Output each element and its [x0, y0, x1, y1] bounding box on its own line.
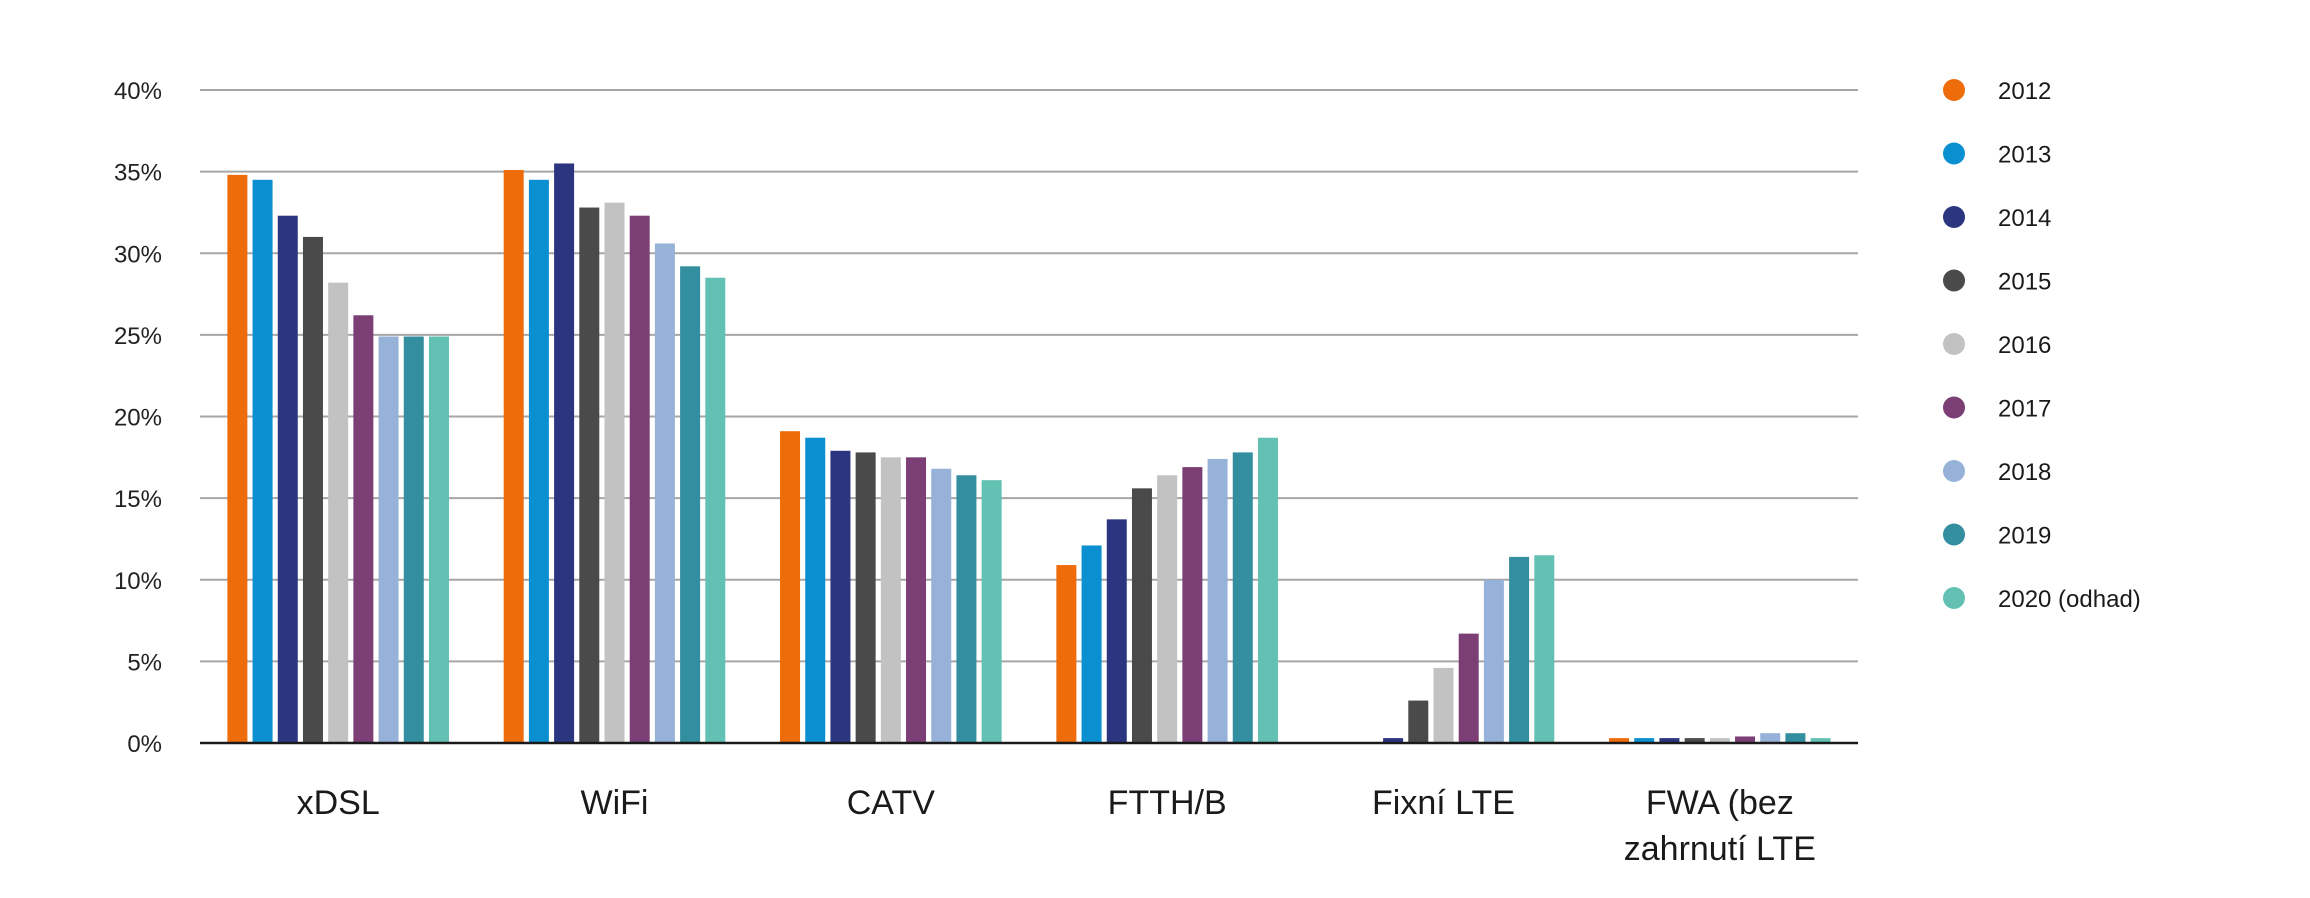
bar	[353, 315, 374, 743]
bar	[252, 179, 273, 744]
category-label: FTTH/B	[1108, 784, 1227, 822]
bars	[227, 163, 1831, 744]
bar	[1182, 467, 1203, 743]
bar	[1383, 738, 1404, 743]
bar	[830, 450, 851, 743]
bar	[1433, 667, 1454, 743]
legend-marker	[1943, 206, 1965, 228]
y-tick-label: 5%	[127, 649, 162, 676]
legend-marker	[1943, 269, 1965, 292]
bar	[705, 277, 726, 743]
bar	[906, 457, 927, 743]
bar	[1207, 458, 1228, 743]
y-tick-label: 15%	[114, 486, 162, 513]
bar	[629, 215, 650, 743]
bar	[1157, 475, 1178, 743]
bar	[1483, 579, 1504, 743]
bar	[1232, 452, 1253, 743]
bar	[528, 179, 549, 744]
bar	[654, 243, 675, 743]
category-labels: xDSL WiFi CATV FTTH/B Fixní LTE FWA (bez zahrn…	[297, 784, 1816, 868]
bar	[1659, 738, 1680, 743]
bar	[1810, 738, 1831, 743]
category-label: Fixní LTE	[1372, 784, 1515, 822]
bar	[780, 431, 801, 743]
bar	[227, 174, 248, 743]
bar	[1709, 738, 1730, 743]
legend-marker	[1943, 460, 1965, 482]
bar	[981, 480, 1002, 743]
bar	[1257, 437, 1278, 743]
legend-label: 2012	[1998, 78, 2051, 105]
legend-label: 2018	[1998, 459, 2051, 486]
bar	[805, 437, 826, 743]
bar	[403, 336, 424, 743]
bar	[931, 468, 952, 743]
bar	[1785, 733, 1806, 743]
legend-label: 2016	[1998, 332, 2051, 359]
bar	[378, 336, 399, 743]
bar	[956, 475, 977, 743]
category-label: CATV	[847, 784, 935, 822]
bar	[855, 452, 876, 743]
y-tick-label: 30%	[114, 241, 162, 268]
bar	[1408, 700, 1429, 743]
bar	[428, 336, 449, 743]
bar	[1458, 633, 1479, 743]
category-label: xDSL	[297, 784, 380, 822]
bar	[1684, 738, 1705, 743]
bar	[1735, 736, 1756, 743]
bar	[1106, 519, 1127, 743]
category-label: FWA (bez zahrnutí LTE	[1624, 784, 1816, 868]
legend: 2012 2013 2014 2015 2016 2017 2018 2019 2020 (od…	[1943, 78, 2141, 613]
bar	[680, 266, 701, 743]
y-tick-label: 0%	[127, 731, 162, 758]
bar	[1081, 545, 1102, 743]
bar	[328, 282, 349, 743]
legend-marker	[1943, 523, 1965, 546]
bar	[1056, 565, 1077, 743]
legend-marker	[1943, 79, 1965, 101]
y-tick-label: 20%	[114, 405, 162, 432]
bar	[1534, 555, 1555, 743]
bar	[1609, 738, 1630, 743]
legend-label: 2019	[1998, 523, 2051, 550]
bar	[1131, 488, 1152, 743]
category-label: WiFi	[581, 784, 649, 822]
y-tick-label: 10%	[114, 568, 162, 595]
y-tick-label: 35%	[114, 160, 162, 187]
bar	[1509, 556, 1530, 743]
legend-marker	[1943, 333, 1965, 355]
legend-label: 2020 (odhad)	[1998, 586, 2141, 613]
y-tick-label: 40%	[114, 78, 162, 105]
legend-marker	[1943, 587, 1965, 609]
bar	[503, 169, 524, 743]
bar	[302, 236, 323, 744]
legend-label: 2015	[1998, 269, 2051, 296]
bar	[579, 207, 600, 744]
legend-marker	[1943, 396, 1965, 419]
legend-label: 2017	[1998, 396, 2051, 423]
legend-label: 2013	[1998, 142, 2051, 169]
bar	[554, 163, 575, 743]
bar	[880, 457, 901, 743]
gridlines	[200, 89, 1858, 663]
bar	[1760, 733, 1781, 743]
legend-marker	[1943, 142, 1965, 165]
bar	[277, 215, 298, 743]
bar	[1634, 738, 1655, 743]
legend-label: 2014	[1998, 205, 2051, 232]
y-tick-label: 25%	[114, 323, 162, 350]
y-axis-ticks: 0% 5% 10% 15% 20% 25% 30% 35% 40%	[114, 78, 162, 758]
bar	[604, 202, 625, 743]
